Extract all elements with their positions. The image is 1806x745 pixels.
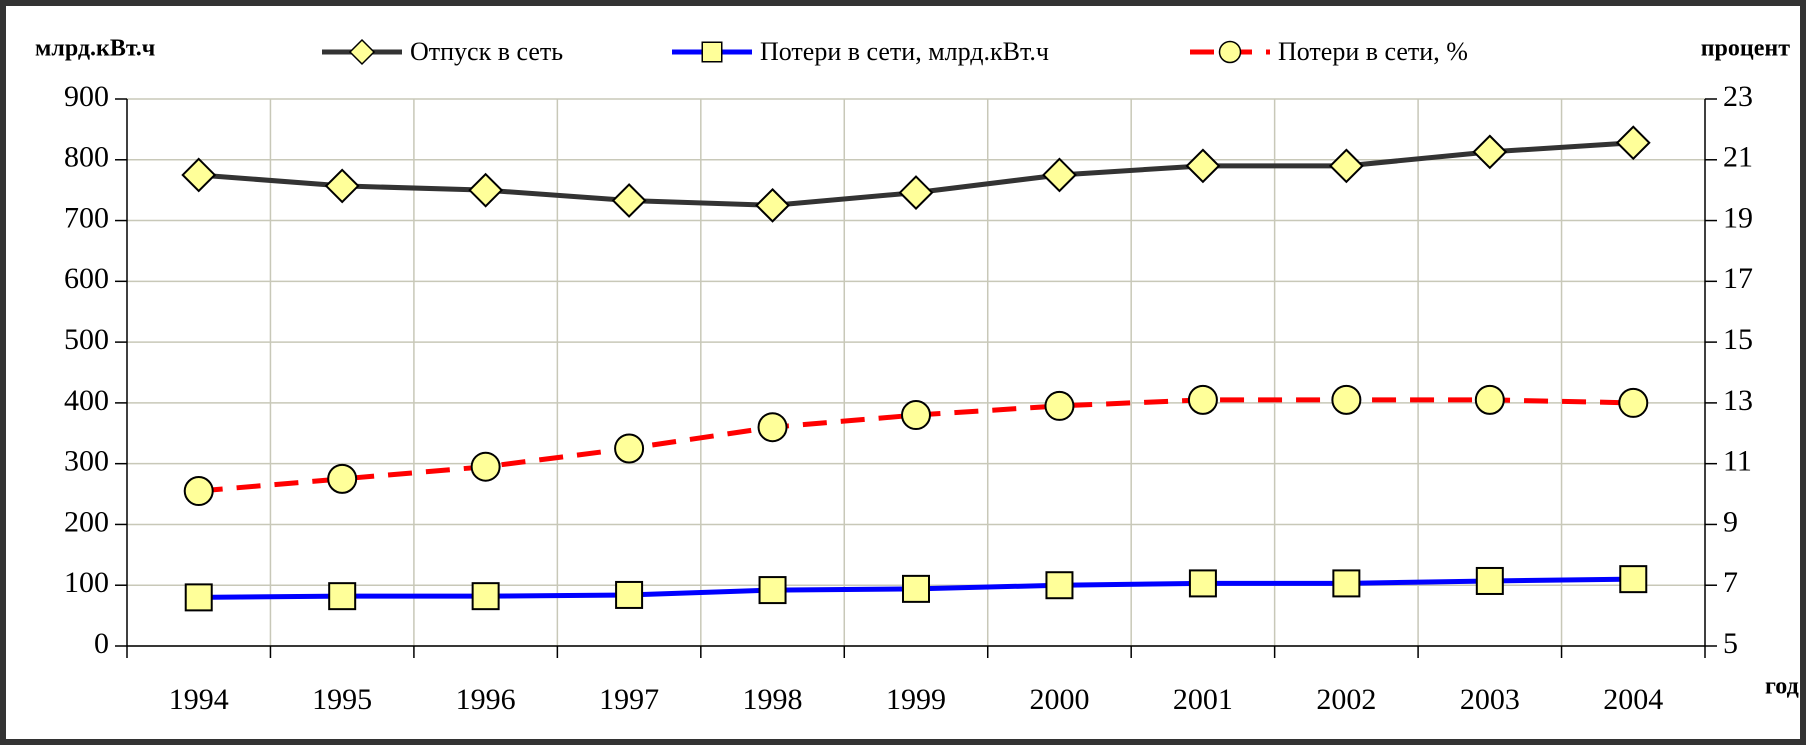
series-marker [1615, 125, 1651, 161]
y2-tick-label: 7 [1723, 566, 1738, 599]
x-tick-label: 1998 [743, 683, 803, 716]
series-marker [1042, 157, 1077, 193]
series-marker [328, 582, 357, 611]
y-tick-label: 600 [64, 262, 109, 295]
x-tick-label: 1996 [456, 683, 516, 716]
legend-label: Отпуск в сеть [410, 37, 563, 66]
series-marker [183, 476, 214, 507]
series-marker [901, 400, 931, 431]
y-axis-label: млрд.кВт.ч [35, 36, 155, 62]
series-marker [1187, 384, 1218, 415]
series-marker [1045, 571, 1074, 600]
legend-marker [1218, 40, 1242, 64]
y2-tick-label: 21 [1723, 141, 1753, 174]
x-tick-label: 1997 [599, 683, 659, 716]
y2-tick-label: 11 [1723, 445, 1752, 478]
series-marker [1619, 565, 1648, 594]
legend-marker [348, 38, 376, 66]
series-marker [327, 463, 358, 494]
y-tick-label: 0 [94, 627, 109, 660]
y-tick-label: 400 [64, 384, 109, 417]
series-marker [470, 451, 501, 482]
y2-tick-label: 15 [1723, 323, 1753, 356]
y2-tick-label: 17 [1723, 262, 1753, 295]
legend-label: Потери в сети, % [1278, 37, 1468, 66]
series-marker [1185, 148, 1221, 184]
series-marker [1472, 134, 1508, 170]
series-marker [1618, 387, 1649, 418]
x-axis-label: год [1765, 674, 1799, 700]
y-tick-label: 900 [64, 80, 109, 113]
x-tick-label: 1999 [886, 683, 946, 716]
series-line [198, 397, 1634, 494]
series-marker [902, 574, 930, 603]
y-tick-label: 700 [64, 201, 109, 234]
legend-marker [701, 41, 723, 63]
x-tick-label: 2003 [1460, 683, 1520, 716]
series-marker [1188, 569, 1217, 598]
y-tick-label: 100 [64, 566, 109, 599]
series-marker [324, 168, 360, 204]
series-marker [468, 172, 504, 208]
series-marker [181, 157, 217, 193]
y2-tick-label: 23 [1723, 80, 1753, 113]
series-marker [758, 576, 787, 605]
x-tick-label: 2000 [1029, 683, 1089, 716]
series-marker [1475, 566, 1504, 595]
x-tick-label: 2004 [1603, 683, 1663, 716]
series-marker [757, 412, 788, 443]
x-tick-label: 2002 [1316, 683, 1376, 716]
y2-tick-label: 9 [1723, 505, 1738, 538]
y2-tick-label: 13 [1723, 384, 1753, 417]
series-marker [1044, 390, 1075, 421]
series-marker [1331, 384, 1362, 415]
series-marker [471, 582, 500, 611]
y-tick-label: 300 [64, 445, 109, 478]
y-tick-label: 200 [64, 505, 109, 538]
series-marker [184, 583, 213, 612]
series-marker [1474, 384, 1505, 415]
series-marker [615, 580, 644, 609]
x-tick-label: 1994 [169, 683, 229, 716]
y2-tick-label: 5 [1723, 627, 1738, 660]
series-marker [898, 175, 934, 211]
series-marker [614, 433, 645, 464]
series-marker [1328, 148, 1364, 184]
y2-tick-label: 19 [1723, 201, 1753, 234]
series-marker [755, 187, 790, 223]
y2-axis-label: процент [1701, 36, 1790, 62]
x-tick-label: 2001 [1173, 683, 1233, 716]
x-tick-label: 1995 [312, 683, 372, 716]
series-marker [1332, 569, 1361, 598]
y-tick-label: 500 [64, 323, 109, 356]
series-marker [611, 183, 647, 218]
legend-label: Потери в сети, млрд.кВт.ч [760, 37, 1049, 66]
y-tick-label: 800 [64, 141, 109, 174]
